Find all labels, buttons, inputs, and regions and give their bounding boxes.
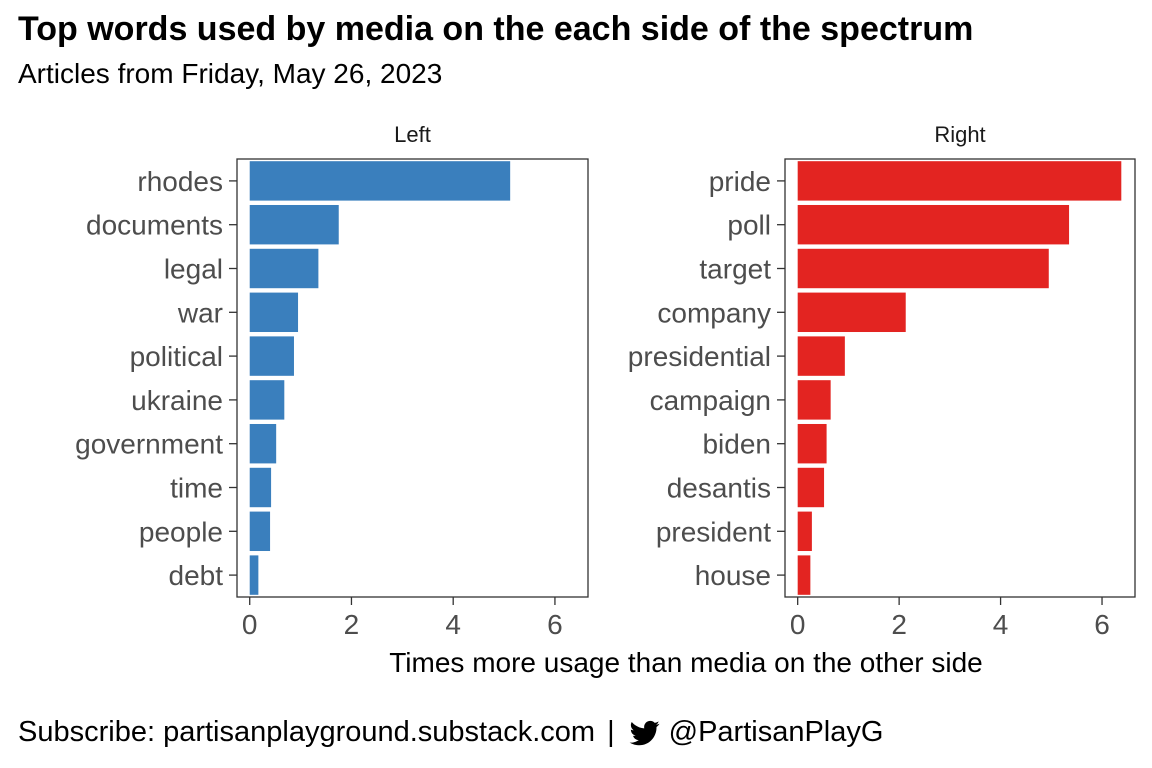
bar-documents (249, 204, 339, 245)
bar-political (249, 336, 294, 376)
chart-subtitle: Articles from Friday, May 26, 2023 (18, 58, 443, 89)
y-tick-label: time (170, 473, 223, 504)
x-tick-label: 6 (1094, 609, 1110, 640)
x-tick-label: 2 (891, 609, 907, 640)
y-tick-label: presidential (628, 341, 771, 372)
y-tick-label: target (699, 254, 771, 285)
x-axis-label: Times more usage than media on the other… (389, 647, 983, 678)
bar-legal (249, 248, 319, 289)
y-tick-label: campaign (650, 385, 771, 416)
bar-rhodes (249, 161, 511, 201)
y-tick-label: house (695, 560, 771, 591)
bar-desantis (797, 467, 825, 508)
x-tick-label: 4 (993, 609, 1009, 640)
x-tick-label: 4 (445, 609, 461, 640)
twitter-bird-icon (629, 718, 661, 748)
bar-presidential (797, 336, 845, 376)
bar-ukraine (249, 380, 285, 420)
bar-time (249, 467, 272, 508)
y-tick-label: pride (709, 166, 771, 197)
y-tick-label: government (75, 429, 223, 460)
bar-war (249, 292, 299, 333)
y-tick-label: documents (86, 210, 223, 241)
x-tick-label: 2 (344, 609, 360, 640)
bar-debt (249, 555, 259, 595)
y-tick-label: ukraine (131, 385, 223, 416)
y-tick-label: poll (727, 210, 771, 241)
faceted-bar-chart: Times more usage than media on the other… (75, 122, 1136, 678)
y-tick-label: people (139, 516, 223, 547)
panel-border (784, 158, 1136, 598)
bar-poll (797, 204, 1070, 245)
subscribe-text: Subscribe: partisanplayground.substack.c… (18, 716, 596, 748)
panel-strip-label: Right (934, 122, 985, 147)
panel-border (236, 158, 589, 598)
x-tick-label: 6 (547, 609, 563, 640)
y-tick-label: debt (169, 560, 224, 591)
panel-strip-label: Left (394, 122, 431, 147)
y-tick-label: biden (702, 429, 771, 460)
y-tick-label: legal (164, 254, 223, 285)
bar-government (249, 423, 277, 464)
x-tick-label: 0 (242, 609, 258, 640)
x-tick-label: 0 (790, 609, 806, 640)
bar-house (797, 555, 811, 595)
bar-pride (797, 161, 1122, 201)
bar-target (797, 248, 1049, 289)
y-tick-label: desantis (667, 473, 771, 504)
chart-title: Top words used by media on the each side… (18, 10, 974, 48)
y-tick-label: political (130, 341, 223, 372)
bar-people (249, 511, 271, 552)
y-tick-label: president (656, 516, 771, 547)
twitter-handle: @PartisanPlayG (668, 716, 884, 748)
bar-company (797, 292, 906, 333)
bar-campaign (797, 380, 831, 420)
footer-separator: | (607, 716, 615, 748)
bar-president (797, 511, 812, 552)
footer: Subscribe: partisanplayground.substack.c… (18, 716, 883, 749)
y-tick-label: rhodes (137, 166, 223, 197)
bar-biden (797, 423, 827, 464)
y-tick-label: war (177, 297, 223, 328)
y-tick-label: company (657, 297, 771, 328)
